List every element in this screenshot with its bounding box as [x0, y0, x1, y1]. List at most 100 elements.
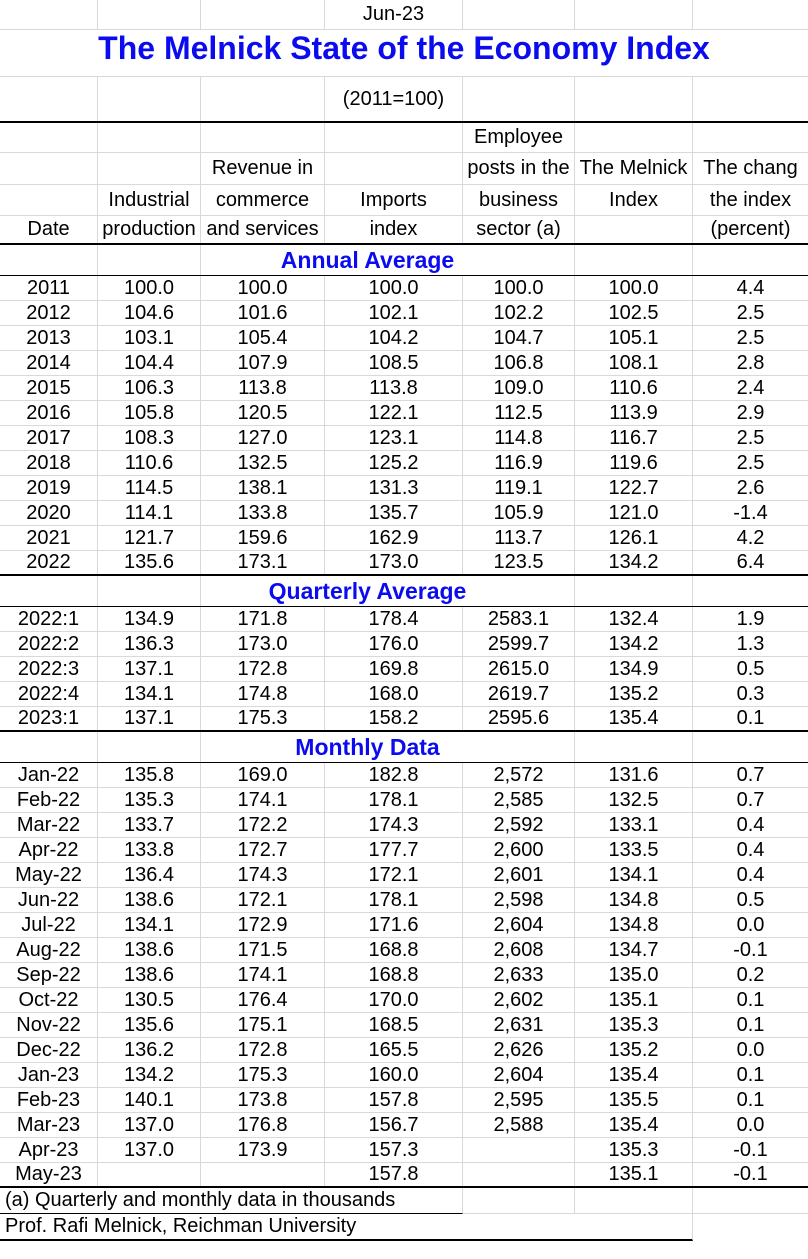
cell: 160.0 — [325, 1063, 463, 1087]
table-row: Jul-22 134.1 172.9 171.6 2,604 134.8 0.0 — [0, 913, 808, 938]
cell: 2.4 — [736, 376, 765, 399]
cell: 0.5 — [736, 657, 765, 680]
cell: 2583.1 — [463, 607, 575, 631]
cell: 2599.7 — [463, 632, 575, 656]
cell: 105.4 — [201, 326, 325, 350]
cell: 108.1 — [575, 351, 693, 375]
cell: 0.2 — [736, 963, 765, 986]
row-label: 2012 — [0, 301, 98, 325]
cell — [575, 1188, 693, 1214]
cell: 173.8 — [201, 1088, 325, 1112]
cell — [693, 1188, 808, 1214]
cell — [325, 153, 463, 184]
cell: 133.7 — [98, 813, 201, 837]
cell: 165.5 — [325, 1038, 463, 1062]
cell — [0, 0, 98, 29]
cell: 100.0 — [325, 276, 463, 300]
cell: 138.6 — [98, 963, 201, 987]
table-row: 2019 114.5 138.1 131.3 119.1 122.7 2.6 — [0, 476, 808, 501]
row-label: Oct-22 — [0, 988, 98, 1012]
cell: 171.6 — [325, 913, 463, 937]
cell: 0.0 — [736, 913, 765, 936]
section-title: Monthly Data — [201, 732, 575, 762]
cell: -0.1 — [733, 1163, 768, 1185]
row-label: 2020 — [0, 501, 98, 525]
cell: 100.0 — [201, 276, 325, 300]
cell: 135.3 — [98, 788, 201, 812]
table-row: Oct-22 130.5 176.4 170.0 2,602 135.1 0.1 — [0, 988, 808, 1013]
cell: 0.0 — [736, 1038, 765, 1061]
cell: 162.9 — [325, 526, 463, 550]
cell: 0.1 — [736, 707, 765, 729]
cell: 137.0 — [98, 1138, 201, 1162]
cell: 104.4 — [98, 351, 201, 375]
row-label: 2022:3 — [0, 657, 98, 681]
cell: 119.1 — [463, 476, 575, 500]
cell: 2,604 — [463, 1063, 575, 1087]
page-title: The Melnick State of the Economy Index — [98, 30, 710, 66]
cell: 1.3 — [736, 632, 765, 655]
cell: 135.3 — [575, 1013, 693, 1037]
cell: 2.5 — [736, 326, 765, 349]
cell — [575, 216, 693, 243]
cell: 100.0 — [463, 276, 575, 300]
cell — [98, 153, 201, 184]
cell: 2,572 — [463, 763, 575, 787]
cell: 0.7 — [736, 788, 765, 811]
cell: 135.5 — [575, 1088, 693, 1112]
cell: 174.3 — [201, 863, 325, 887]
cell: 2,626 — [463, 1038, 575, 1062]
cell: 138.1 — [201, 476, 325, 500]
row-label: 2013 — [0, 326, 98, 350]
cell: 109.0 — [463, 376, 575, 400]
cell: 2619.7 — [463, 682, 575, 706]
cell: 104.2 — [325, 326, 463, 350]
column-header: index — [325, 216, 463, 243]
cell: 121.7 — [98, 526, 201, 550]
row-label: May-23 — [0, 1163, 98, 1186]
cell — [463, 77, 575, 121]
cell: 114.1 — [98, 501, 201, 525]
column-header: Index — [575, 185, 693, 215]
column-header: The chang — [703, 157, 798, 179]
cell: 0.4 — [736, 838, 765, 861]
cell: 113.8 — [201, 376, 325, 400]
cell: 119.6 — [575, 451, 693, 475]
cell: 135.1 — [575, 988, 693, 1012]
cell: 172.9 — [201, 913, 325, 937]
cell: 113.8 — [325, 376, 463, 400]
cell: 135.2 — [575, 1038, 693, 1062]
column-header: Date — [0, 216, 98, 243]
subtitle-row: (2011=100) — [0, 77, 808, 123]
cell — [575, 732, 693, 762]
cell: 134.8 — [575, 888, 693, 912]
cell: 121.0 — [575, 501, 693, 525]
cell — [0, 77, 98, 121]
cell: 2.5 — [736, 426, 765, 449]
column-header: Industrial — [98, 185, 201, 215]
column-header: commerce — [201, 185, 325, 215]
cell: 2,633 — [463, 963, 575, 987]
table-row: Aug-22 138.6 171.5 168.8 2,608 134.7 -0.1 — [0, 938, 808, 963]
cell: 126.1 — [575, 526, 693, 550]
cell: 137.1 — [98, 657, 201, 681]
cell: 156.7 — [325, 1113, 463, 1137]
row-label: 2023:1 — [0, 707, 98, 730]
cell — [0, 245, 98, 275]
section-title-row: Annual Average — [0, 245, 808, 276]
cell: 2.6 — [736, 476, 765, 499]
table-row: 2020 114.1 133.8 135.7 105.9 121.0 -1.4 — [0, 501, 808, 526]
cell: 4.2 — [736, 526, 765, 549]
cell — [201, 123, 325, 152]
cell: 2,631 — [463, 1013, 575, 1037]
cell: 2615.0 — [463, 657, 575, 681]
cell — [693, 0, 808, 29]
row-label: Aug-22 — [0, 938, 98, 962]
row-label: Jan-22 — [0, 763, 98, 787]
cell: -0.1 — [733, 938, 768, 961]
table-row: 2022:4 134.1 174.8 168.0 2619.7 135.2 0.3 — [0, 682, 808, 707]
column-header: the index — [709, 188, 792, 211]
cell: 137.0 — [98, 1113, 201, 1137]
cell: 176.8 — [201, 1113, 325, 1137]
cell: 2,588 — [463, 1113, 575, 1137]
